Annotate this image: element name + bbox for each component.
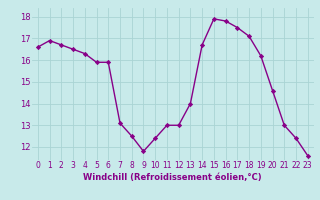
- X-axis label: Windchill (Refroidissement éolien,°C): Windchill (Refroidissement éolien,°C): [84, 173, 262, 182]
